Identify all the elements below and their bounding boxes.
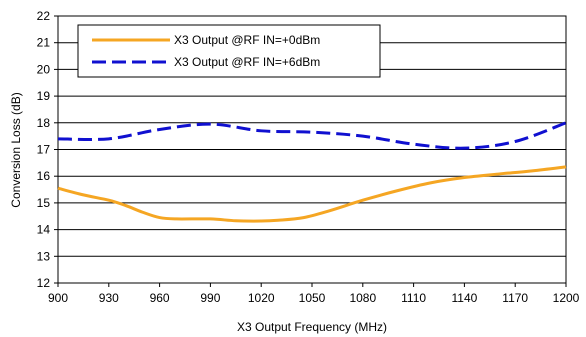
y-axis-title: Conversion Loss (dB)	[9, 92, 23, 207]
y-tick-label: 14	[37, 223, 51, 237]
y-tick-label: 17	[37, 143, 51, 157]
x-tick-label: 1110	[401, 291, 426, 305]
x-tick-label: 1140	[451, 291, 477, 305]
y-tick-label: 20	[37, 62, 51, 76]
legend: X3 Output @RF IN=+0dBm X3 Output @RF IN=…	[77, 24, 381, 78]
x-tick-label: 1050	[299, 291, 326, 305]
series-lines	[57, 121, 567, 223]
x-tick-label: 900	[48, 291, 68, 305]
x-tick-label: 1020	[248, 291, 275, 305]
x-tick-labels: 900 930 960 990 1020 1050 1080 1110 1140 1170 1200	[48, 291, 580, 305]
x-tick-label: 1200	[553, 291, 580, 305]
y-tick-labels: 12 13 14 15 16 17 18 19 20 21 22	[37, 9, 51, 290]
plot-area-border	[57, 15, 567, 284]
x-tick-label: 1170	[502, 291, 528, 305]
legend-label-series-1: X3 Output @RF IN=+0dBm	[174, 33, 320, 47]
x-axis-title: X3 Output Frequency (MHz)	[237, 320, 387, 334]
y-tick-label: 18	[37, 116, 51, 130]
y-tick-label: 22	[37, 9, 51, 23]
series-line-2	[57, 121, 567, 150]
x-tick-label: 930	[99, 291, 119, 305]
y-tick-label: 21	[37, 36, 51, 50]
series-line-1	[57, 165, 567, 223]
y-tick-label: 15	[37, 196, 51, 210]
x-tick-label: 960	[150, 291, 170, 305]
y-tick-label: 19	[37, 89, 51, 103]
x-tick-label: 1080	[349, 291, 376, 305]
legend-label-series-2: X3 Output @RF IN=+6dBm	[174, 55, 320, 69]
y-tick-label: 13	[37, 249, 51, 263]
legend-box	[77, 24, 381, 78]
y-tick-label: 12	[37, 276, 51, 290]
x-tick-label: 990	[200, 291, 220, 305]
y-tick-label: 16	[37, 169, 51, 183]
